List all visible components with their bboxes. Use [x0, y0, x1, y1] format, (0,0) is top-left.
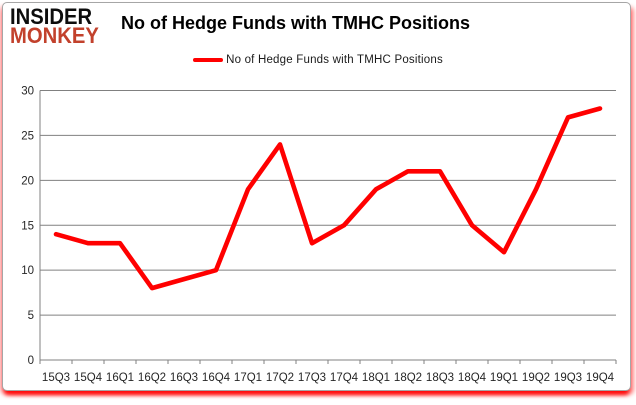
x-axis-tick-label: 19Q4: [586, 372, 615, 384]
x-axis-tick-label: 17Q1: [234, 372, 262, 384]
x-axis-tick-label: 15Q4: [74, 372, 103, 384]
legend-label: No of Hedge Funds with TMHC Positions: [226, 54, 443, 66]
x-axis-tick-label: 15Q3: [42, 372, 70, 384]
insider-monkey-logo: INSIDER MONKEY: [10, 4, 99, 49]
chart-frame: [2, 2, 631, 391]
y-axis-tick-label: 25: [21, 130, 34, 142]
series-line: [53, 106, 603, 291]
x-axis-tick-label: 18Q2: [394, 372, 422, 384]
x-axis-tick-label: 16Q1: [106, 372, 134, 384]
x-axis-tick-label: 17Q4: [330, 372, 359, 384]
logo-line2: MONKEY: [10, 23, 99, 49]
y-axis-tick-label: 0: [28, 355, 34, 367]
x-axis-tick-label: 19Q3: [554, 372, 582, 384]
y-axis-tick-label: 30: [21, 86, 34, 98]
page-title: No of Hedge Funds with TMHC Positions: [121, 13, 470, 33]
chart-legend: No of Hedge Funds with TMHC Positions: [0, 54, 636, 66]
x-axis-tick-label: 19Q1: [490, 372, 518, 384]
x-axis-tick-label: 17Q3: [298, 372, 326, 384]
x-axis-tick-label: 18Q1: [362, 372, 390, 384]
x-axis-tick-label: 17Q2: [266, 372, 294, 384]
y-axis-tick-label: 5: [28, 310, 34, 322]
y-axis-tick-label: 15: [21, 220, 34, 232]
y-axis-tick-label: 10: [21, 265, 34, 277]
legend-line-swatch: [193, 57, 224, 63]
y-axis-tick-label: 20: [21, 175, 34, 187]
x-axis-tick-label: 16Q2: [138, 372, 166, 384]
logo-line1: INSIDER: [10, 4, 93, 29]
x-axis-tick-label: 18Q4: [458, 372, 487, 384]
x-axis-tick-label: 16Q4: [202, 372, 231, 384]
x-axis-tick-label: 18Q3: [426, 372, 454, 384]
x-axis-tick-label: 16Q3: [170, 372, 198, 384]
x-axis-tick-label: 19Q2: [522, 372, 550, 384]
